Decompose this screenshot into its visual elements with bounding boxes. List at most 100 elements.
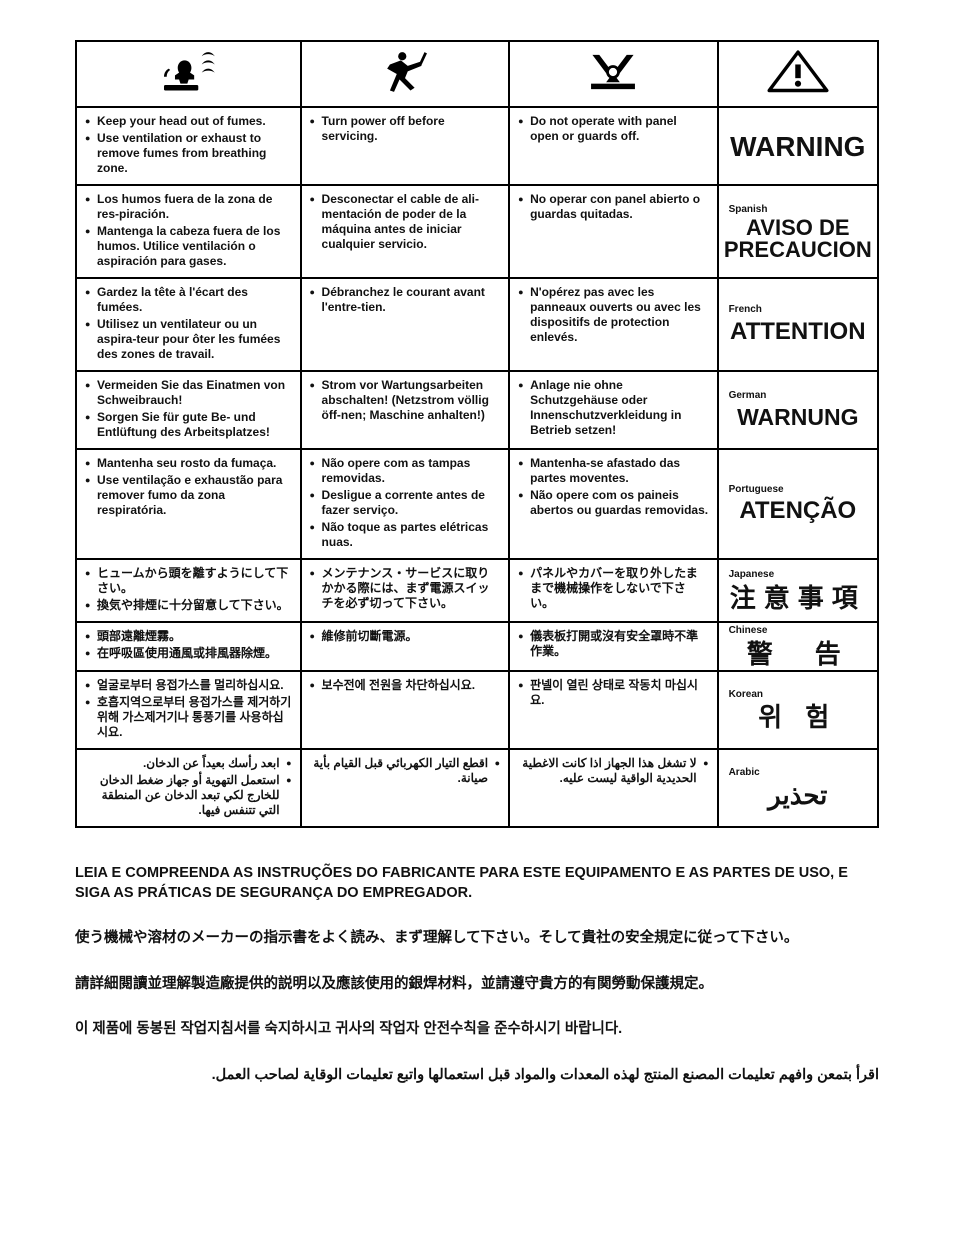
- bullet-item: パネルやカバーを取り外したままで機械操作をしないで下さい。: [518, 566, 709, 611]
- warning-text-cell: 판넬이 열린 상태로 작동치 마십시요.: [509, 671, 718, 749]
- panel-icon: [578, 48, 648, 96]
- warning-text-cell: Do not operate with panel open or guards…: [509, 107, 718, 185]
- icon-row: [76, 41, 878, 107]
- warning-word-cell: Arabicتحذير: [718, 749, 878, 827]
- warning-word: WARNING: [723, 129, 873, 164]
- language-label: Korean: [723, 687, 873, 702]
- bullet-item: ابعد رأسك بعيداً عن الدخان.: [85, 756, 292, 771]
- warning-text-cell: Mantenha seu rosto da fumaça. Use ventila…: [76, 449, 301, 559]
- bullet-item: Mantenha seu rosto da fumaça.: [85, 456, 292, 471]
- language-label: German: [723, 388, 873, 403]
- footer-note: LEIA E COMPREENDA AS INSTRUÇÕES DO FABRI…: [75, 864, 879, 903]
- warning-word-cell: WARNING: [718, 107, 878, 185]
- bullet-item: 換気や排煙に十分留意して下さい。: [85, 598, 292, 613]
- bullet-item: Gardez la tête à l'écart des fumées.: [85, 285, 292, 315]
- warning-word: 위 험: [723, 701, 873, 734]
- bullet-item: Los humos fuera de la zona de res-piraci…: [85, 192, 292, 222]
- bullet-item: Strom vor Wartungsarbeiten abschalten! (…: [310, 378, 501, 423]
- bullet-item: Não opere com os paineis abertos ou guar…: [518, 488, 709, 518]
- warning-word: ATTENTION: [723, 317, 873, 347]
- language-label: Japanese: [723, 567, 873, 582]
- table-row: Los humos fuera de la zona de res-piraci…: [76, 185, 878, 278]
- fumes-icon: [153, 48, 223, 96]
- bullet-item: Use ventilação e exhaustão para remover …: [85, 473, 292, 518]
- warning-text-cell: 보수전에 전원을 차단하십시요.: [301, 671, 510, 749]
- bullet-item: Não opere com as tampas removidas.: [310, 456, 501, 486]
- bullet-item: 頭部遠離煙霧。: [85, 629, 292, 644]
- warning-text-cell: 頭部遠離煙霧。在呼吸區使用通風或排風器除煙。: [76, 622, 301, 671]
- warning-text-cell: Não opere com as tampas removidas.Deslig…: [301, 449, 510, 559]
- bullet-item: Sorgen Sie für gute Be- und Entlüftung d…: [85, 410, 292, 440]
- warning-word-cell: FrenchATTENTION: [718, 278, 878, 371]
- bullet-item: 보수전에 전원을 차단하십시요.: [310, 678, 501, 693]
- warning-text-cell: Los humos fuera de la zona de res-piraci…: [76, 185, 301, 278]
- bullet-item: Desconectar el cable de ali-mentación de…: [310, 192, 501, 252]
- warning-text-cell: Anlage nie ohne Schutzgehäuse oder Innen…: [509, 371, 718, 449]
- bullet-item: 儀表板打開或沒有安全罩時不準作業。: [518, 629, 709, 659]
- warning-word: WARNUNG: [723, 403, 873, 432]
- warning-word-cell: Japanese注意事項: [718, 559, 878, 622]
- table-row: ابعد رأسك بعيداً عن الدخان. استعمل التهوي…: [76, 749, 878, 827]
- bullet-item: لا تشغل هذا الجهاز اذا كانت الاغطية الحد…: [518, 756, 709, 786]
- warning-text-cell: Vermeiden Sie das Einatmen von Schweibra…: [76, 371, 301, 449]
- language-label: Arabic: [723, 765, 873, 780]
- warning-text-cell: メンテナンス・サービスに取りかかる際には、まず電源スイッチを必ず切って下さい。: [301, 559, 510, 622]
- table-row: Vermeiden Sie das Einatmen von Schweibra…: [76, 371, 878, 449]
- warning-word: 警 告: [723, 638, 873, 671]
- bullet-item: اقطع التيار الكهربائي قبل القيام بأية صي…: [310, 756, 501, 786]
- table-row: Keep your head out of fumes. Use ventilat…: [76, 107, 878, 185]
- bullet-item: ヒュームから頭を離すようにして下さい。: [85, 566, 292, 596]
- warning-text-cell: 儀表板打開或沒有安全罩時不準作業。: [509, 622, 718, 671]
- bullet-item: 호흡지역으로부터 용접가스를 제거하기 위해 가스제거기나 통풍기를 사용하십시…: [85, 695, 292, 740]
- warning-text-cell: 維修前切斷電源。: [301, 622, 510, 671]
- bullet-item: Desligue a corrente antes de fazer servi…: [310, 488, 501, 518]
- table-row: 頭部遠離煙霧。在呼吸區使用通風或排風器除煙。維修前切斷電源。儀表板打開或沒有安全…: [76, 622, 878, 671]
- service-icon-cell: [301, 41, 510, 107]
- warning-text-cell: Keep your head out of fumes. Use ventilat…: [76, 107, 301, 185]
- bullet-item: Vermeiden Sie das Einatmen von Schweibra…: [85, 378, 292, 408]
- footer-notes: LEIA E COMPREENDA AS INSTRUÇÕES DO FABRI…: [75, 864, 879, 1085]
- warning-word-cell: SpanishAVISO DE PRECAUCION: [718, 185, 878, 278]
- bullet-item: Keep your head out of fumes.: [85, 114, 292, 129]
- bullet-item: 維修前切斷電源。: [310, 629, 501, 644]
- warning-triangle-icon: [763, 48, 833, 96]
- warning-text-cell: Strom vor Wartungsarbeiten abschalten! (…: [301, 371, 510, 449]
- warning-word-cell: GermanWARNUNG: [718, 371, 878, 449]
- warning-table: Keep your head out of fumes. Use ventilat…: [75, 40, 879, 828]
- footer-note: 請詳細閱讀並理解製造廠提供的説明以及應該使用的銀焊材料，並請遵守貴方的有関勞動保…: [75, 975, 879, 995]
- bullet-item: 얼굴로부터 용접가스를 멀리하십시요.: [85, 678, 292, 693]
- warning-text-cell: Débranchez le courant avant l'entre-tien…: [301, 278, 510, 371]
- warning-word: تحذير: [723, 779, 873, 812]
- bullet-item: Use ventilation or exhaust to remove fum…: [85, 131, 292, 176]
- warning-text-cell: ヒュームから頭を離すようにして下さい。換気や排煙に十分留意して下さい。: [76, 559, 301, 622]
- table-row: Mantenha seu rosto da fumaça. Use ventila…: [76, 449, 878, 559]
- footer-note: اقرأ بتمعن وافهم تعليمات المصنع المنتج ل…: [75, 1066, 879, 1086]
- warning-word: ATENÇÃO: [723, 496, 873, 526]
- language-label: Chinese: [723, 623, 873, 638]
- bullet-item: 在呼吸區使用通風或排風器除煙。: [85, 646, 292, 661]
- warning-text-cell: Gardez la tête à l'écart des fumées.Util…: [76, 278, 301, 371]
- bullet-item: Utilisez un ventilateur ou un aspira-teu…: [85, 317, 292, 362]
- bullet-item: Mantenga la cabeza fuera de los humos. U…: [85, 224, 292, 269]
- warning-text-cell: Mantenha-se afastado das partes moventes…: [509, 449, 718, 559]
- warning-text-cell: اقطع التيار الكهربائي قبل القيام بأية صي…: [301, 749, 510, 827]
- language-label: French: [723, 302, 873, 317]
- table-row: 얼굴로부터 용접가스를 멀리하십시요. 호흡지역으로부터 용접가스를 제거하기 위…: [76, 671, 878, 749]
- table-row: Gardez la tête à l'écart des fumées.Util…: [76, 278, 878, 371]
- bullet-item: No operar con panel abierto o guardas qu…: [518, 192, 709, 222]
- warning-word: 注意事項: [723, 582, 873, 615]
- bullet-item: Anlage nie ohne Schutzgehäuse oder Innen…: [518, 378, 709, 438]
- bullet-item: استعمل التهوية أو جهاز ضغط الدخان للخارج…: [85, 773, 292, 818]
- bullet-item: Do not operate with panel open or guards…: [518, 114, 709, 144]
- footer-note: 使う機械や溶材のメーカーの指示書をよく読み、まず理解して下さい。そして貴社の安全…: [75, 929, 879, 949]
- bullet-item: Débranchez le courant avant l'entre-tien…: [310, 285, 501, 315]
- table-row: ヒュームから頭を離すようにして下さい。換気や排煙に十分留意して下さい。メンテナン…: [76, 559, 878, 622]
- warning-word: AVISO DE PRECAUCION: [723, 217, 873, 261]
- bullet-item: Não toque as partes elétricas nuas.: [310, 520, 501, 550]
- footer-note: 이 제품에 동봉된 작업지침서를 숙지하시고 귀사의 작업자 안전수칙을 준수하…: [75, 1020, 879, 1040]
- service-icon: [370, 48, 440, 96]
- warning-text-cell: Desconectar el cable de ali-mentación de…: [301, 185, 510, 278]
- warning-text-cell: パネルやカバーを取り外したままで機械操作をしないで下さい。: [509, 559, 718, 622]
- bullet-item: 판넬이 열린 상태로 작동치 마십시요.: [518, 678, 709, 708]
- bullet-item: Turn power off before servicing.: [310, 114, 501, 144]
